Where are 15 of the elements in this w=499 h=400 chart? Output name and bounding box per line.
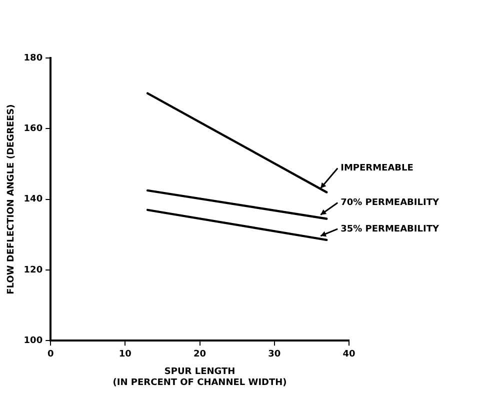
x-tick-label: 0 — [47, 349, 54, 360]
y-tick-label: 140 — [24, 194, 43, 205]
y-tick-label: 100 — [24, 336, 43, 346]
x-tick-label: 10 — [118, 349, 132, 360]
x-axis-title: SPUR LENGTH (IN PERCENT OF CHANNEL WIDTH) — [112, 367, 287, 388]
legend-label: 70% PERMEABILITY — [340, 198, 440, 208]
x-tick-label: 20 — [194, 349, 206, 360]
text: IMPERMEABLE — [340, 164, 414, 174]
y-tick-label: 120 — [24, 265, 43, 276]
legend-label: 35% PERMEABILITY — [340, 224, 440, 234]
y-axis-title: FLOW DEFLECTION ANGLE (DEGREES) — [6, 104, 17, 294]
x-tick-label: 30 — [268, 349, 281, 360]
x-tick-label: 40 — [342, 349, 356, 360]
y-tick-label: 180 — [24, 53, 43, 64]
y-tick-label: 160 — [24, 124, 43, 134]
